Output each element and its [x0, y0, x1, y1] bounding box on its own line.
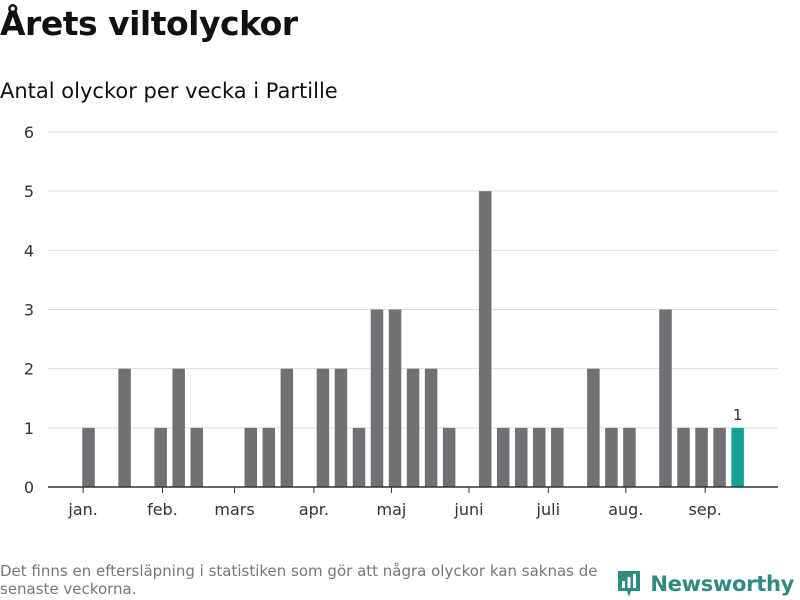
y-tick-label: 0: [24, 478, 34, 497]
bar: [262, 427, 276, 487]
bar: [352, 427, 366, 487]
bar: [496, 427, 510, 487]
x-axis-ticks: jan. feb. mars apr. maj juni juli aug. sep.: [67, 487, 722, 519]
bar: [551, 427, 564, 487]
y-tick-label: 5: [24, 182, 34, 201]
bar: [587, 368, 600, 487]
bar: [82, 427, 95, 487]
bar: [118, 368, 131, 487]
bar: [478, 191, 492, 487]
y-tick-label: 3: [24, 301, 34, 320]
y-tick-label: 1: [24, 419, 34, 438]
brand-logo: Newsworthy: [616, 569, 794, 599]
bar: [533, 427, 546, 487]
bar: [659, 309, 672, 487]
x-tick-label: jan.: [67, 500, 97, 519]
bar: [677, 427, 690, 487]
bar: [154, 427, 167, 487]
data-labels: 1: [733, 406, 743, 424]
bar: [713, 427, 726, 487]
chart-subtitle: Antal olyckor per vecka i Partille: [0, 79, 338, 103]
x-tick-label: aug.: [608, 500, 643, 519]
bars: [82, 191, 744, 487]
x-tick-label: juni: [453, 500, 483, 519]
x-tick-label: feb.: [147, 500, 178, 519]
bar: [370, 309, 384, 487]
x-tick-label: mars: [214, 500, 254, 519]
bar: [334, 368, 348, 487]
x-tick-label: apr.: [299, 500, 329, 519]
y-tick-label: 2: [24, 360, 34, 379]
bar: [388, 309, 402, 487]
bar: [406, 368, 420, 487]
bar: [172, 368, 185, 487]
brand-name: Newsworthy: [650, 572, 794, 596]
bar: [605, 427, 618, 487]
bar-current-week: [731, 427, 744, 487]
y-tick-label: 4: [24, 241, 34, 260]
bar: [316, 368, 330, 487]
bar: [695, 427, 708, 487]
y-axis-ticks: 0 1 2 3 4 5 6: [24, 123, 34, 497]
x-tick-label: juli: [536, 500, 560, 519]
chart-title: Årets viltolyckor: [0, 4, 298, 43]
y-tick-label: 6: [24, 123, 34, 142]
x-tick-label: sep.: [688, 500, 721, 519]
bar: [623, 427, 636, 487]
bar-chart: 0 1 2 3 4 5 6 jan. feb. mars apr. maj juni juli aug. s…: [24, 123, 778, 519]
bar: [515, 427, 528, 487]
bar: [190, 427, 203, 487]
newsworthy-logo-icon: [618, 571, 641, 597]
data-label-current-week: 1: [733, 406, 743, 424]
footnote: Det finns en eftersläpning i statistiken…: [0, 562, 598, 598]
bar: [424, 368, 438, 487]
x-tick-label: maj: [377, 500, 407, 519]
bar: [244, 427, 258, 487]
bar: [280, 368, 294, 487]
bar: [442, 427, 456, 487]
